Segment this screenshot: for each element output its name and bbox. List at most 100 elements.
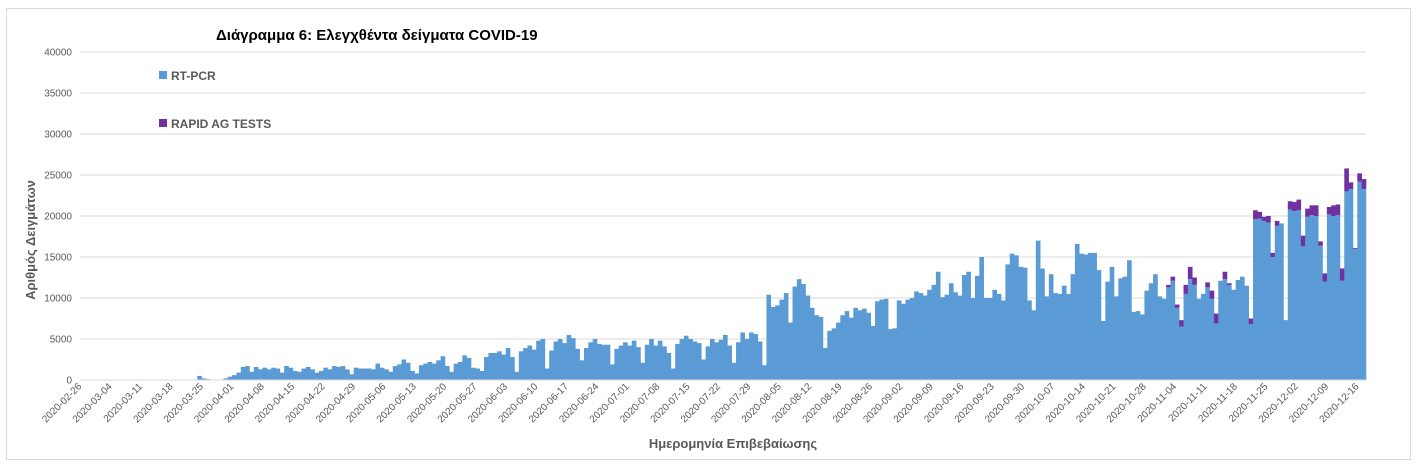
bar-rt-pcr [1122,276,1128,380]
bar-rt-pcr [1092,252,1097,380]
bar-rt-pcr [996,293,1002,380]
bar-rt-pcr [1213,323,1219,380]
bar-rt-pcr [1153,274,1158,380]
bar-rt-pcr [1161,298,1167,380]
bar-rt-pcr [1339,280,1345,380]
bar-rt-pcr [1331,216,1336,380]
bar-rt-pcr [796,279,802,380]
bar-rt-pcr [675,343,680,380]
bar-rt-pcr [553,341,559,380]
bar-rt-pcr [1183,293,1189,380]
bar-rt-pcr [562,343,567,380]
chart-title: Διάγραμμα 6: Ελεγχθέντα δείγματα COVID-1… [216,27,538,44]
bar-rt-pcr [1170,280,1176,380]
bar-rt-pcr [753,334,759,380]
bar-rt-pcr [1357,181,1362,380]
bar-rt-pcr [618,345,624,380]
bar-rt-pcr [670,368,676,380]
bar-rt-pcr [292,370,298,380]
bar-rt-pcr [1131,311,1137,380]
bar-rt-pcr [814,315,819,380]
bar-rt-pcr [749,332,754,380]
bar-rt-pcr [1087,252,1093,380]
bar-rt-pcr [1292,211,1297,380]
bar-rt-pcr [901,303,906,380]
bar-rt-pcr [1018,266,1024,380]
bar-rapid-ag [1331,205,1336,216]
x-axis-ticks: 2020-02-262020-03-042020-03-112020-03-18… [40,381,1362,425]
bar-rt-pcr [1192,284,1197,380]
bar-rt-pcr [262,367,268,380]
bar-rt-pcr [779,299,785,380]
bar-rt-pcr [258,369,263,380]
bar-rt-pcr [227,376,233,380]
bar-rt-pcr [1248,324,1254,380]
bar-rt-pcr [566,334,572,380]
bar-rt-pcr [414,373,420,380]
bar-rt-pcr [597,343,602,380]
legend-swatch-rapid-ag [159,119,167,127]
bar-rt-pcr [557,339,563,380]
bar-rt-pcr [1027,300,1032,380]
bar-rt-pcr [514,371,520,380]
bar-rapid-ag [1348,182,1354,189]
bar-rt-pcr [510,357,515,380]
bar-rapid-ag [1166,284,1171,288]
bar-rt-pcr [1348,188,1354,380]
y-tick-label: 10000 [44,294,72,305]
bar-rapid-ag [1357,173,1362,182]
bar-rt-pcr [1005,264,1011,380]
bar-rt-pcr [1257,218,1263,380]
bar-rt-pcr [662,346,667,380]
bar-rapid-ag [1322,273,1328,282]
bar-rapid-ag [1253,210,1258,220]
bar-rt-pcr [966,271,971,380]
bar-rt-pcr [809,307,815,380]
bar-rt-pcr [866,312,872,380]
bar-rapid-ag [1266,216,1271,223]
bar-rapid-ag [1313,205,1319,216]
bar-rt-pcr [536,340,541,380]
bar-rt-pcr [1174,307,1180,380]
bar-rt-pcr [549,350,554,380]
bar-rt-pcr [384,369,389,380]
bar-rt-pcr [1270,257,1276,380]
bar-rt-pcr [236,372,242,380]
bar-rt-pcr [692,341,698,380]
bar-rt-pcr [718,339,724,380]
bar-rt-pcr [1040,268,1045,380]
bar-rt-pcr [1105,281,1110,380]
legend-label-rt-pcr: RT-PCR [171,69,216,83]
bar-rt-pcr [1031,310,1037,380]
bar-rapid-ag [1335,204,1341,216]
bar-rt-pcr [323,367,328,380]
bar-rt-pcr [679,339,685,380]
bar-rt-pcr [275,368,281,380]
bar-rt-pcr [518,351,524,380]
bar-rt-pcr [1109,266,1115,380]
bar-rt-pcr [523,348,528,380]
bar-rt-pcr [731,362,737,380]
bar-rt-pcr [457,361,463,380]
bar-rt-pcr [740,332,746,380]
y-axis-ticks: 0 5000 10000 15000 20000 25000 30000 35000 40000 [44,48,72,387]
bar-rt-pcr [1127,260,1132,380]
bar-rt-pcr [423,363,428,380]
bar-rt-pcr [1140,314,1145,380]
bar-rt-pcr [1118,278,1124,380]
bar-rt-pcr [1344,191,1349,380]
y-tick-label: 25000 [44,171,72,182]
bar-rt-pcr [1283,320,1289,380]
bar-rt-pcr [666,352,672,380]
bar-rt-pcr [974,275,980,380]
bar-rt-pcr [379,367,385,380]
bar-rt-pcr [1300,246,1306,380]
bar-rt-pcr [940,297,945,380]
bar-rt-pcr [601,344,606,380]
bar-rt-pcr [466,357,472,380]
bar-rt-pcr [288,367,294,380]
bar-rt-pcr [775,305,780,380]
bar-rt-pcr [588,342,593,380]
bar-rt-pcr [770,307,776,380]
